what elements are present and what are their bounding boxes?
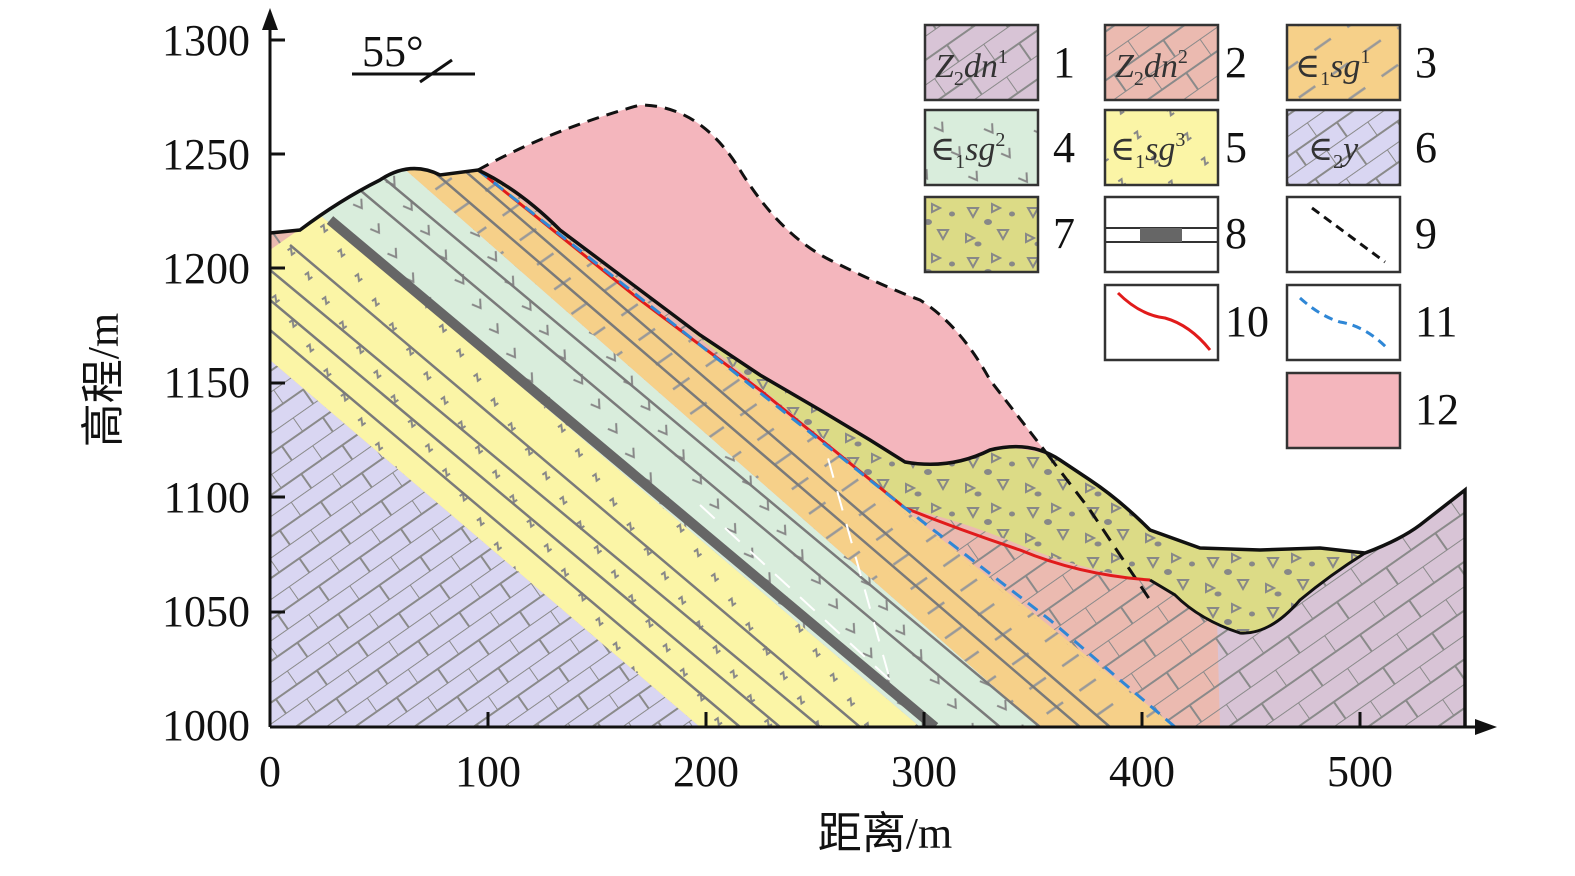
legend-number: 9 — [1415, 209, 1437, 258]
red-curve-icon — [1116, 291, 1212, 351]
sliding-surface-red — [477, 168, 1151, 582]
legend-item-10: 10 — [1103, 283, 1269, 362]
blue-dashed-icon — [1298, 296, 1389, 350]
legend-swatch — [1103, 108, 1220, 187]
original-surface — [477, 103, 1050, 456]
legend-item-1: Z2dn1 1 — [923, 23, 1075, 102]
sliding-surface-blue — [477, 168, 1176, 729]
bedding-lines — [270, 168, 1111, 728]
dip-symbol-icon — [352, 58, 475, 84]
x-axis-arrow-icon — [1475, 719, 1497, 735]
x-ticks — [486, 712, 1362, 727]
y-tick-label: 1250 — [162, 130, 250, 179]
y-tick-label: 1000 — [162, 701, 250, 750]
legend-code: Z2dn2 — [1115, 46, 1188, 90]
x-axis-title: 距离/m — [818, 809, 952, 858]
legend-item-9: 9 — [1285, 195, 1437, 274]
legend-item-2: Z2dn2 2 — [1103, 23, 1247, 102]
dashed-line-icon — [1311, 206, 1386, 264]
legend-swatch — [1285, 108, 1402, 187]
dip-angle-label: 55° — [362, 27, 424, 76]
inferred-boundary — [1046, 454, 1152, 601]
legend-code: ∈1sg2 — [930, 129, 1005, 173]
x-tick-label: 100 — [455, 747, 521, 796]
legend-item-4: ∈1sg2 4 — [923, 108, 1075, 187]
legend-item-7: 7 — [923, 195, 1075, 274]
legend-number: 12 — [1415, 385, 1459, 434]
breccia-base — [1149, 551, 1366, 635]
legend-code: ∈1sg1 — [1295, 46, 1370, 90]
breccia-deposit — [690, 330, 1365, 634]
legend-item-11: 11 — [1285, 283, 1457, 362]
legend-item-3: ∈1sg1 3 — [1285, 23, 1437, 102]
y-tick-label: 1050 — [162, 587, 250, 636]
legend-code: Z2dn1 — [935, 46, 1008, 90]
x-tick-label: 0 — [259, 747, 281, 796]
removed-mass — [478, 105, 1048, 465]
x-tick-label: 200 — [673, 747, 739, 796]
legend-code: ∈2y — [1308, 131, 1359, 173]
legend-code: ∈1sg3 — [1110, 129, 1185, 173]
x-tick-label: 400 — [1109, 747, 1175, 796]
formation-e1sg3 — [270, 215, 920, 727]
y-axis-title: 高程/m — [79, 313, 128, 447]
x-tick-label: 500 — [1327, 747, 1393, 796]
legend-number: 10 — [1225, 297, 1269, 346]
y-tick-label: 1200 — [162, 244, 250, 293]
legend-swatch — [1285, 371, 1402, 450]
legend-item-12: 12 — [1285, 371, 1459, 450]
marker-bed-icon — [1140, 228, 1182, 242]
y-tick-labels: 1000 1050 1100 1150 1200 1250 1300 — [162, 16, 250, 750]
legend-number: 7 — [1053, 209, 1075, 258]
x-tick-label: 300 — [891, 747, 957, 796]
legend-swatch — [923, 108, 1040, 187]
formation-e1sg2 — [320, 168, 1040, 727]
ground-surface — [269, 166, 1467, 727]
legend-item-6: ∈2y 6 — [1285, 108, 1437, 187]
legend-number: 3 — [1415, 38, 1437, 87]
legend-swatch — [923, 23, 1040, 102]
y-tick-label: 1300 — [162, 16, 250, 65]
y-axis-arrow-icon — [262, 8, 278, 30]
legend-number: 2 — [1225, 38, 1247, 87]
legend-number: 11 — [1415, 297, 1457, 346]
legend-item-8: 8 — [1103, 195, 1247, 274]
legend-swatch — [1103, 23, 1220, 102]
marker-bed — [326, 216, 939, 728]
legend-number: 4 — [1053, 123, 1075, 172]
y-tick-label: 1150 — [164, 358, 250, 407]
legend-item-5: ∈1sg3 5 — [1103, 108, 1247, 187]
legend-swatch — [923, 195, 1040, 274]
legend-swatch — [1285, 23, 1402, 102]
legend: Z2dn1 1 Z2dn2 2 ∈1sg1 3 ∈1sg2 4 ∈1sg3 5 … — [923, 23, 1459, 450]
legend-number: 8 — [1225, 209, 1247, 258]
formation-e1sg1 — [400, 168, 1170, 727]
legend-swatch — [1285, 195, 1402, 274]
legend-number: 6 — [1415, 123, 1437, 172]
x-tick-labels: 0 100 200 300 400 500 — [259, 747, 1393, 796]
y-tick-label: 1100 — [164, 473, 250, 522]
legend-number: 1 — [1053, 38, 1075, 87]
axes — [268, 20, 1490, 729]
y-ticks — [270, 38, 285, 614]
legend-number: 5 — [1225, 123, 1247, 172]
